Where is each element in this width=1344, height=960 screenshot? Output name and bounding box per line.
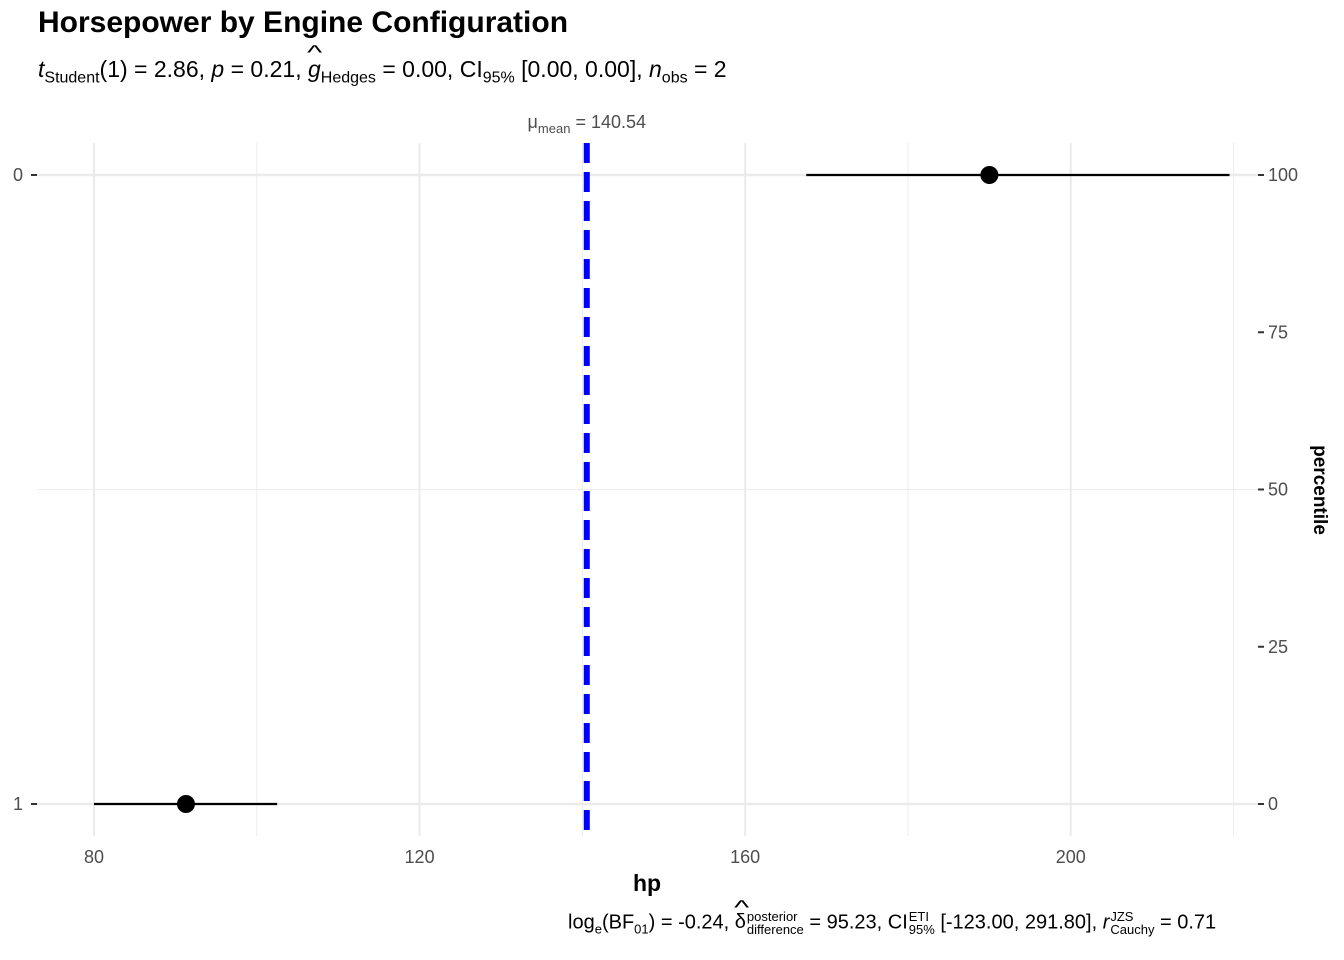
r-superscript: JZS: [1110, 909, 1134, 924]
bf-text: (BF: [601, 911, 635, 934]
t-symbol: t: [38, 56, 45, 82]
x-axis-label: hp: [633, 870, 661, 896]
mean-label-value: = 140.54: [570, 112, 646, 132]
r-symbol: r: [1102, 911, 1110, 934]
eti-scripts: ETI 95%: [909, 910, 935, 936]
delta-scripts: posterior difference: [747, 910, 804, 936]
eti-subscript: 95%: [908, 922, 935, 937]
y2-axis-label: percentile: [1309, 445, 1330, 535]
y2-tick-label: 50: [1268, 480, 1288, 500]
y2-tick-label: 100: [1268, 165, 1298, 185]
grid-layer: [37, 143, 1258, 836]
t-value: (1) = 2.86,: [99, 56, 212, 82]
ci-value: [0.00, 0.00],: [514, 56, 649, 82]
delta-superscript: posterior: [746, 909, 798, 924]
mean-layer: μmean = 140.54: [528, 112, 646, 836]
x-tick-label: 160: [730, 847, 760, 867]
ci-subscript: 95%: [482, 69, 515, 87]
axis-layer: 0 1 0 25 50 75 100 80 120 160 200: [13, 165, 1298, 867]
mean-label-subscript: mean: [538, 121, 571, 136]
y-tick-label: 0: [13, 165, 23, 185]
n-value: = 2: [687, 56, 727, 82]
data-layer: [93, 166, 1230, 813]
chart-caption: loge(BF01) = -0.24, δposteriordifference…: [568, 910, 1216, 936]
eti-ci-symbol: CI: [887, 911, 908, 934]
n-symbol: n: [649, 56, 662, 82]
x-tick-label: 80: [84, 847, 104, 867]
x-tick-label: 120: [405, 847, 435, 867]
p-value: = 0.21,: [224, 56, 308, 82]
eti-value: [-123.00, 291.80],: [934, 911, 1103, 934]
x-tick-label: 200: [1056, 847, 1086, 867]
ci-symbol: CI: [459, 56, 483, 82]
bf-value: ) = -0.24,: [648, 911, 735, 934]
y2-tick-label: 0: [1268, 794, 1278, 814]
g-value: = 0.00,: [375, 56, 460, 82]
chart-title: Horsepower by Engine Configuration: [38, 6, 569, 39]
y2-tick-label: 25: [1268, 637, 1288, 657]
data-point: [980, 166, 999, 184]
t-subscript: Student: [44, 69, 100, 87]
n-subscript: obs: [661, 69, 688, 87]
g-symbol: g: [308, 56, 321, 83]
eti-superscript: ETI: [908, 909, 929, 924]
delta-subscript: difference: [746, 922, 804, 937]
g-subscript: Hedges: [320, 69, 376, 87]
delta-symbol: δ: [735, 911, 746, 934]
mean-label: μmean = 140.54: [528, 112, 646, 136]
y-tick-label: 1: [13, 794, 23, 814]
r-subscript: Cauchy: [1110, 922, 1155, 937]
log-subscript: e: [594, 921, 602, 937]
r-scripts: JZS Cauchy: [1110, 910, 1154, 936]
data-point: [176, 795, 195, 813]
p-symbol: p: [211, 56, 225, 82]
mean-label-symbol: μ: [528, 112, 538, 132]
log-text: log: [568, 911, 595, 934]
bf-subscript: 01: [634, 921, 649, 937]
r-value: = 0.71: [1154, 911, 1217, 934]
y2-tick-label: 75: [1268, 322, 1288, 342]
delta-value: = 95.23,: [803, 911, 888, 934]
chart-subtitle: tStudent(1) = 2.86, p = 0.21, gHedges = …: [38, 56, 727, 88]
